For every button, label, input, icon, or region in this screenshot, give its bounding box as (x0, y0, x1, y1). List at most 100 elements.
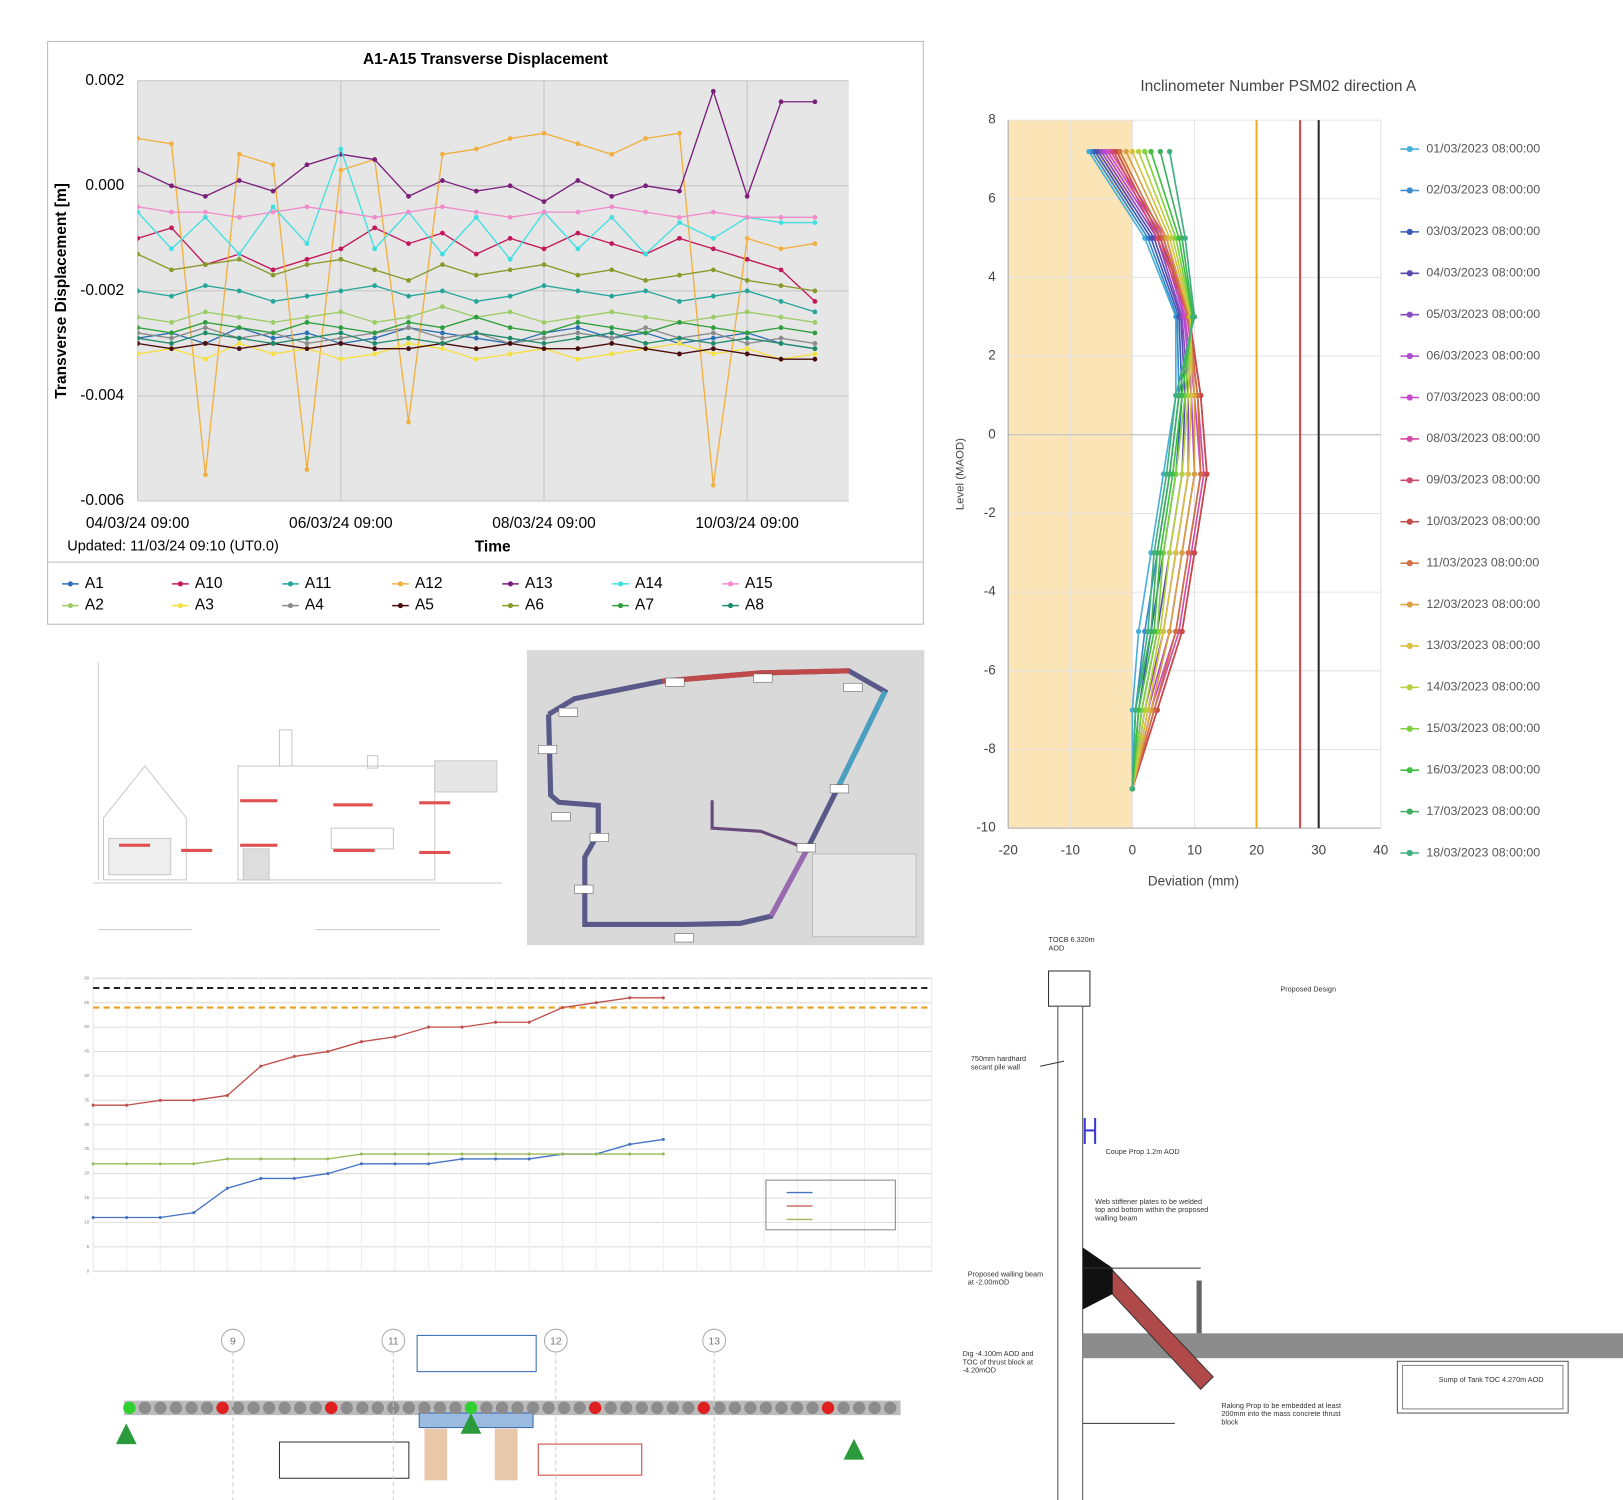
y-axis-label: Transverse Displacement [m] (53, 183, 70, 399)
point (169, 246, 174, 252)
pile (247, 1401, 260, 1415)
pile (231, 1401, 245, 1415)
point (541, 130, 547, 136)
legend-marker (1406, 642, 1413, 650)
point (541, 346, 547, 352)
series (137, 204, 818, 220)
y-tick-label: 6 (988, 190, 995, 205)
point (609, 351, 615, 357)
point (575, 178, 581, 183)
x-tick-label: 20 (1249, 842, 1264, 857)
point (304, 467, 310, 472)
point (643, 209, 648, 215)
point (259, 1157, 263, 1161)
x-tick-label: 08/03/24 09:00 (492, 515, 596, 532)
y-tick-label: 0.002 (85, 72, 124, 89)
point (169, 293, 174, 299)
point (812, 351, 818, 357)
y-tick-label: -8 (984, 741, 996, 756)
point (778, 220, 784, 225)
point (473, 146, 479, 152)
point (338, 325, 344, 331)
point (643, 330, 648, 336)
legend-label: 02/03/2023 08:00:00 (1426, 183, 1540, 197)
legend-marker (727, 603, 734, 609)
point (1135, 628, 1142, 635)
legend-marker (1406, 145, 1413, 153)
point (628, 996, 632, 1000)
point (710, 246, 716, 252)
y-tick-label: 50 (84, 1024, 89, 1029)
section-label-box: Proposed walling beam at -2.00mOD (968, 1271, 1043, 1287)
point (203, 320, 208, 325)
point (1185, 471, 1191, 477)
point (661, 996, 665, 1000)
point (643, 278, 648, 283)
legend-label: A5 (415, 597, 434, 614)
point (473, 356, 479, 362)
point (372, 351, 378, 357)
point (812, 309, 818, 315)
point (812, 356, 818, 362)
point (575, 346, 581, 352)
point (137, 235, 141, 241)
point (744, 335, 750, 341)
point (236, 325, 242, 331)
legend-label: 14/03/2023 08:00:00 (1426, 680, 1540, 694)
pile (682, 1401, 695, 1415)
point (169, 225, 174, 231)
point (778, 341, 784, 346)
pile (340, 1401, 353, 1415)
point (440, 335, 445, 341)
point (778, 299, 784, 304)
legend-label: 07/03/2023 08:00:00 (1426, 390, 1540, 404)
point (426, 1162, 431, 1166)
point (507, 309, 513, 315)
point (440, 288, 445, 294)
y-tick-label: 20 (84, 1171, 89, 1176)
y-tick-label: 35 (84, 1097, 89, 1102)
pile (557, 1401, 571, 1415)
point (1142, 148, 1148, 155)
point (575, 230, 581, 236)
point (203, 193, 208, 199)
legend-marker (1406, 518, 1413, 525)
point (440, 341, 445, 346)
legend-label: 03/03/2023 08:00:00 (1426, 224, 1540, 238)
legend-label: 12/03/2023 08:00:00 (1426, 597, 1540, 611)
point (137, 325, 141, 331)
point (677, 235, 682, 241)
point (372, 267, 378, 273)
point (473, 214, 479, 220)
point (225, 1093, 229, 1097)
legend-marker (507, 581, 514, 587)
point (137, 136, 141, 141)
point (1197, 471, 1204, 477)
point (1135, 148, 1142, 155)
legend-label: A4 (305, 597, 324, 614)
point (812, 330, 818, 336)
point (527, 1020, 531, 1024)
point (1166, 550, 1173, 556)
point (1123, 148, 1129, 155)
point (710, 209, 716, 215)
series (137, 314, 818, 336)
point (473, 272, 479, 278)
point (460, 1152, 464, 1156)
point (744, 341, 750, 346)
series (137, 283, 818, 315)
point (710, 341, 716, 346)
point (326, 1049, 330, 1054)
point (338, 246, 344, 252)
point (575, 246, 581, 252)
legend-box (765, 1179, 896, 1231)
point (710, 267, 716, 273)
point (338, 209, 344, 215)
legend-marker (1406, 808, 1413, 815)
point (1191, 471, 1198, 477)
point (609, 193, 615, 199)
point (270, 351, 276, 357)
point (137, 341, 141, 346)
point (372, 341, 378, 346)
point (609, 151, 615, 157)
